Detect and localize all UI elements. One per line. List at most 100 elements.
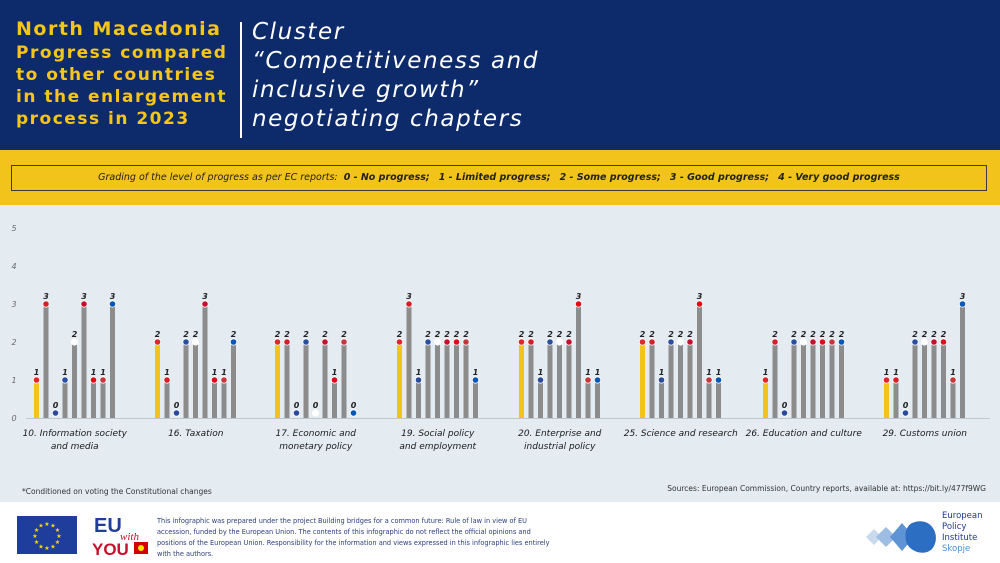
grading-legend: Grading of the level of progress as per … (11, 165, 987, 191)
country-flag-icon (424, 338, 432, 346)
data-label: 2 (425, 330, 431, 339)
bar (595, 380, 600, 418)
y-tick-label: 1 (11, 376, 16, 385)
bar (193, 342, 198, 418)
country-flag-icon (565, 338, 573, 346)
category-label: 29. Customs union (883, 429, 968, 439)
footer (0, 502, 1000, 563)
data-label: 2 (820, 330, 826, 339)
bar (538, 380, 543, 418)
cluster-line: negotiating chapters (252, 106, 524, 132)
data-label: 3 (202, 292, 208, 301)
country-flag-icon (958, 300, 967, 308)
y-tick-label: 4 (11, 262, 16, 271)
country-flag-icon (153, 338, 162, 346)
data-label: 2 (772, 330, 778, 339)
country-flag-icon (452, 338, 461, 346)
bar (820, 342, 825, 418)
subtitle-line: process in 2023 (16, 109, 190, 129)
y-tick-label: 5 (11, 224, 16, 233)
bar (706, 380, 712, 418)
bar (275, 342, 280, 418)
epi-line: Policy (942, 522, 967, 532)
bar (416, 380, 421, 418)
bar (212, 380, 217, 418)
bar (941, 342, 946, 418)
condition-note: *Conditioned on voting the Constitutiona… (22, 487, 212, 496)
category-label: 10. Information society (23, 429, 128, 439)
bar (922, 342, 927, 418)
data-label: 1 (212, 368, 218, 377)
data-label: 1 (62, 368, 68, 377)
bar (202, 304, 208, 418)
data-label: 2 (322, 330, 328, 339)
data-label: 2 (528, 330, 534, 339)
country-flag-icon (920, 338, 929, 346)
logo-you-text: YOU (92, 540, 129, 558)
data-label: 2 (687, 330, 693, 339)
data-label: 2 (444, 330, 450, 339)
bar (519, 342, 524, 418)
country-flag-icon (657, 376, 666, 384)
country-flag-icon (201, 300, 209, 308)
cluster-line: “Competitiveness and (252, 48, 540, 74)
country-flag-icon (330, 376, 339, 384)
bar (473, 380, 478, 418)
header-title: North Macedonia Progress compared to oth… (16, 16, 227, 130)
bar (528, 342, 534, 418)
bar (183, 342, 189, 418)
bar (303, 342, 309, 418)
data-label: 1 (164, 368, 170, 377)
country-flag-icon (790, 338, 798, 346)
bar (763, 380, 768, 418)
country-flag-icon (705, 376, 713, 384)
bar (585, 380, 591, 418)
eu-star-icon: ★ (32, 533, 37, 540)
data-label: 2 (193, 330, 199, 339)
data-label: 2 (303, 330, 309, 339)
bar (332, 380, 337, 418)
country-flag-icon (89, 376, 98, 384)
data-label: 3 (81, 292, 87, 301)
data-label: 2 (810, 330, 816, 339)
country-flag-icon (517, 338, 526, 346)
bar (231, 342, 236, 418)
data-label: 1 (34, 368, 40, 377)
subtitle-line: Progress compared (16, 43, 228, 63)
epi-shapes-icon (866, 521, 936, 553)
epi-line: Institute (942, 533, 978, 543)
data-label: 1 (538, 368, 544, 377)
bar (716, 380, 721, 418)
data-label: 2 (435, 330, 441, 339)
country-flag-icon (536, 376, 545, 384)
bar (81, 304, 87, 418)
data-label: 2 (183, 330, 189, 339)
eu-star-icon: ★ (55, 527, 60, 534)
country-flag-icon (901, 409, 910, 417)
eu-star-icon: ★ (56, 533, 61, 540)
country-flag-icon (882, 376, 891, 384)
country-flag-icon (828, 338, 836, 346)
data-label: 0 (313, 401, 319, 410)
country-flag-icon (302, 338, 310, 346)
eu-star-icon: ★ (34, 539, 39, 546)
data-label: 1 (416, 368, 422, 377)
data-label: 3 (43, 292, 49, 301)
data-label: 2 (801, 330, 807, 339)
bar (221, 380, 227, 418)
country-flag-icon (172, 409, 181, 417)
data-label: 2 (931, 330, 937, 339)
country-flag-icon (61, 376, 69, 384)
bar (884, 380, 889, 418)
country-flag-icon (939, 338, 948, 346)
country-flag-icon (911, 338, 919, 346)
country-flag-icon (42, 300, 50, 308)
country-flag-icon (471, 376, 480, 384)
data-label: 3 (110, 292, 116, 301)
data-label: 1 (91, 368, 97, 377)
